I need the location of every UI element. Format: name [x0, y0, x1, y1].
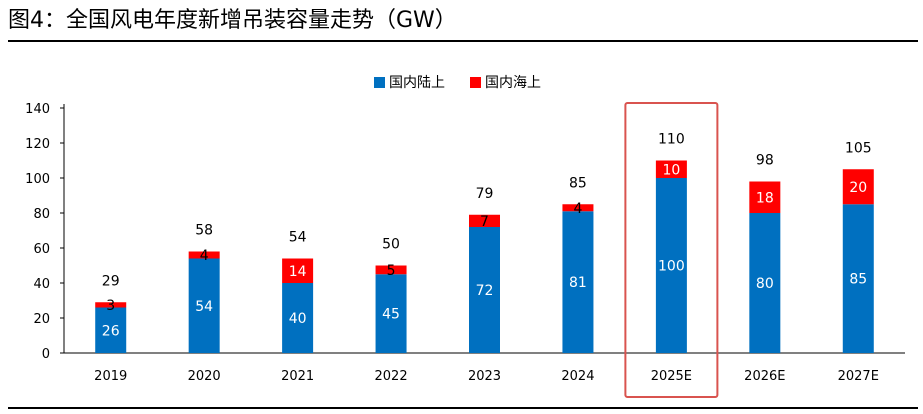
data-label-total: 85 [569, 175, 587, 191]
highlight-box-layer [624, 102, 719, 398]
x-tick-label: 2025E [651, 369, 692, 384]
footer-rule [8, 407, 918, 409]
legend-label-onshore: 国内陆上 [389, 75, 445, 91]
bar-onshore [188, 258, 220, 353]
x-tick-label: 2020 [188, 369, 221, 384]
data-label-offshore: 18 [756, 190, 774, 206]
bar-onshore [469, 227, 500, 353]
x-tick-label: 2022 [375, 369, 408, 384]
bar-onshore [375, 274, 407, 353]
title-rule [8, 40, 918, 42]
x-tick-label: 2026E [744, 369, 785, 384]
y-tick-label: 40 [33, 277, 50, 292]
bar-offshore [469, 214, 500, 227]
bar-offshore [282, 258, 314, 283]
data-label-onshore: 100 [658, 259, 685, 275]
y-tick-label: 20 [33, 312, 50, 327]
data-label-onshore: 40 [289, 311, 307, 327]
data-label-offshore: 20 [849, 180, 867, 196]
highlight-box-2025e [624, 102, 719, 398]
data-label-total: 29 [102, 273, 120, 289]
data-label-total: 98 [756, 153, 774, 169]
data-label-total: 54 [289, 230, 307, 246]
data-label-onshore: 72 [476, 283, 494, 299]
x-tick-label: 2019 [94, 369, 127, 384]
bars [95, 160, 874, 353]
data-label-onshore: 85 [849, 272, 867, 288]
y-tick-label: 80 [33, 207, 50, 222]
legend-label-offshore: 国内海上 [485, 75, 541, 91]
data-label-onshore: 80 [756, 276, 774, 292]
data-label-total: 79 [476, 186, 494, 202]
data-labels: 26 3 29 54 4 58 40 14 54 45 5 50 72 7 79 81 4 85 100 10 110 8… [102, 132, 872, 340]
data-label-offshore: 4 [573, 201, 582, 217]
bar-offshore [562, 204, 594, 212]
data-label-onshore: 81 [569, 275, 587, 291]
bar-onshore [655, 178, 687, 353]
data-label-offshore: 5 [387, 263, 396, 279]
data-label-total: 58 [195, 223, 213, 239]
bar-offshore [95, 302, 127, 308]
data-label-offshore: 10 [662, 162, 680, 178]
bar-offshore [842, 169, 874, 205]
data-label-offshore: 7 [480, 214, 489, 230]
bar-onshore [282, 283, 314, 353]
bar-onshore [562, 211, 594, 353]
data-label-offshore: 14 [289, 264, 307, 280]
bar-offshore [749, 181, 781, 213]
data-label-total: 110 [658, 132, 685, 148]
bar-onshore [842, 204, 874, 353]
legend-swatch-offshore [470, 77, 481, 88]
bar-offshore [655, 160, 687, 178]
data-label-offshore: 4 [200, 248, 209, 264]
data-label-onshore: 54 [195, 299, 213, 315]
bar-onshore [95, 307, 127, 353]
legend: 国内陆上 国内海上 [374, 75, 541, 91]
y-tick-label: 140 [25, 102, 50, 117]
x-tick-label: 2023 [468, 369, 501, 384]
bar-offshore [188, 251, 220, 259]
data-label-offshore: 3 [106, 298, 115, 314]
data-label-total: 105 [845, 140, 872, 156]
x-tick-label: 2024 [561, 369, 594, 384]
y-tick-label: 60 [33, 242, 50, 257]
x-tick-label: 2021 [281, 369, 314, 384]
bar-onshore [749, 213, 781, 353]
x-tick-label: 2027E [838, 369, 879, 384]
y-tick-label: 120 [25, 137, 50, 152]
y-tick-label: 100 [25, 172, 50, 187]
chart-title: 图4：全国风电年度新增吊装容量走势（GW） [8, 8, 457, 33]
y-tick-label: 0 [42, 347, 50, 362]
data-label-onshore: 45 [382, 307, 400, 323]
legend-swatch-onshore [374, 77, 385, 88]
data-label-total: 50 [382, 237, 400, 253]
data-label-onshore: 26 [102, 323, 120, 339]
bar-offshore [375, 265, 407, 275]
